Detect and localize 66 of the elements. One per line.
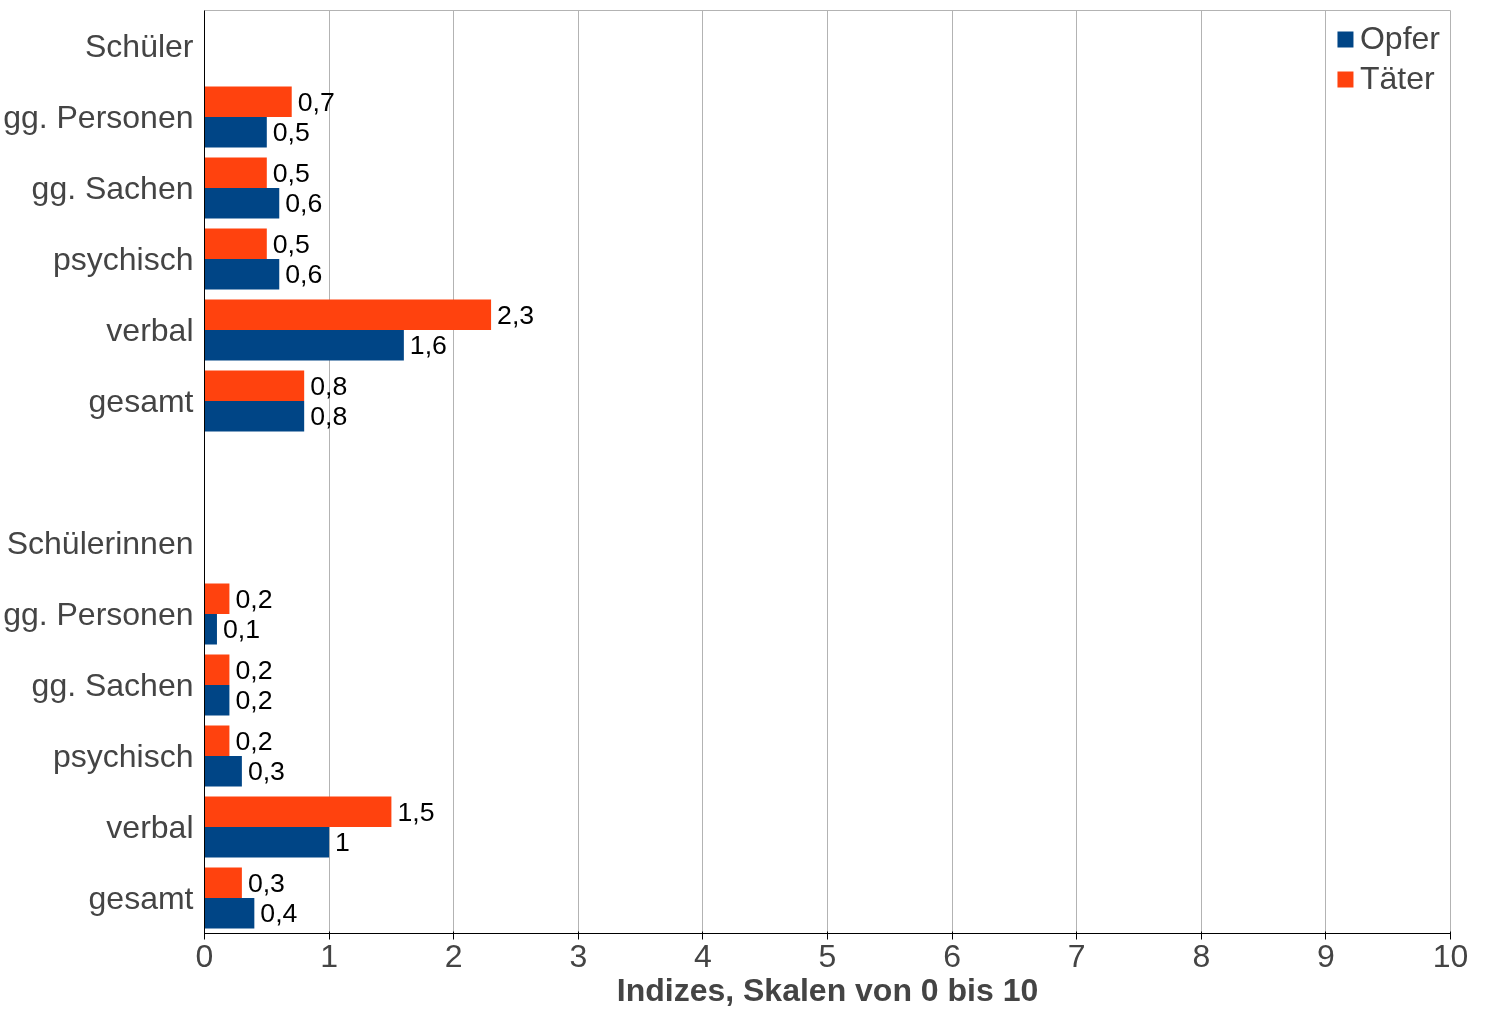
bar (204, 867, 242, 898)
data-label: 1 (335, 827, 350, 858)
x-tick-label: 0 (195, 937, 214, 974)
bar (204, 654, 230, 685)
data-label: 0,8 (310, 401, 348, 432)
bar (204, 228, 267, 259)
x-tick-label: 9 (1317, 937, 1335, 974)
y-tick-label: gesamt (88, 880, 194, 916)
x-tick-label: 4 (694, 937, 712, 974)
bar (204, 259, 280, 290)
data-label: 0,4 (260, 898, 298, 929)
x-tick-label: 5 (818, 937, 837, 974)
bar (204, 685, 230, 716)
bar (204, 583, 230, 614)
x-tick-label: 6 (943, 937, 961, 974)
bar (204, 756, 242, 787)
data-label: 0,7 (297, 86, 335, 117)
y-tick-label: gg. Personen (3, 596, 194, 632)
y-tick-label: Schüler (85, 28, 194, 64)
bar (204, 188, 280, 219)
x-tick-label: 1 (320, 937, 338, 974)
data-label: 0,3 (247, 756, 285, 787)
data-label: 0,8 (310, 370, 348, 401)
y-tick-label: gg. Sachen (31, 170, 194, 206)
data-label: 0,2 (235, 654, 273, 685)
bar (204, 86, 292, 117)
y-tick-label: Schülerinnen (6, 525, 194, 561)
data-label: 0,6 (285, 259, 323, 290)
data-label: 0,5 (272, 117, 310, 148)
bar (204, 370, 305, 401)
bar (204, 898, 255, 929)
bar (204, 157, 267, 188)
data-label: 0,2 (235, 725, 273, 756)
y-tick-label: gesamt (88, 383, 194, 419)
data-label: 0,5 (272, 157, 310, 188)
bar (204, 614, 217, 645)
y-tick-label: gg. Sachen (31, 667, 194, 703)
x-tick-label: 2 (444, 937, 463, 974)
data-label: 0,1 (222, 614, 261, 645)
y-tick-label: verbal (106, 809, 194, 845)
data-label: 0,2 (235, 583, 273, 614)
bar (204, 299, 492, 330)
legend-label: Täter (1359, 60, 1435, 97)
data-label: 1,5 (397, 796, 435, 827)
y-tick-label: verbal (106, 312, 194, 348)
data-label: 2,3 (497, 299, 535, 330)
data-label: 0,2 (235, 685, 273, 716)
data-label: 0,5 (272, 228, 310, 259)
x-tick-label: 7 (1067, 937, 1086, 974)
bar (204, 330, 404, 361)
legend-label: Opfer (1359, 20, 1440, 57)
data-label: 0,3 (247, 867, 285, 898)
y-tick-label: psychisch (53, 738, 194, 774)
data-label: 0,6 (285, 188, 323, 219)
bar (204, 725, 230, 756)
bar (204, 827, 330, 858)
y-tick-label: gg. Personen (3, 99, 194, 135)
x-tick-label: 10 (1432, 937, 1469, 974)
data-label: 1,6 (409, 330, 447, 361)
bar (204, 796, 392, 827)
x-tick-label: 8 (1192, 937, 1211, 974)
x-axis-title: Indizes, Skalen von 0 bis 10 (616, 971, 1039, 1008)
y-tick-label: psychisch (53, 241, 194, 277)
x-tick-label: 3 (569, 937, 588, 974)
bar (204, 401, 305, 432)
bar (204, 117, 267, 148)
